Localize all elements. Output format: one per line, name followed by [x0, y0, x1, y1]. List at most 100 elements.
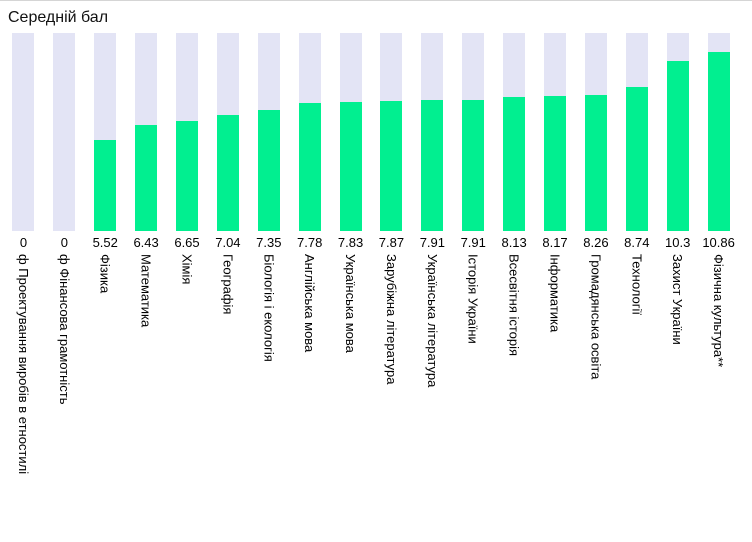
- category-label-text: Фізична культура**: [711, 254, 727, 368]
- category-label: Географія: [220, 254, 235, 542]
- bar-fill: [216, 114, 239, 231]
- bar-value-label: 7.35: [256, 235, 282, 250]
- bar-value-label: 0: [19, 235, 28, 250]
- category-label: Інформатика: [548, 254, 563, 542]
- category-label: Фізика: [98, 254, 113, 542]
- bar-fill: [666, 61, 689, 231]
- bar-value-label: 8.17: [542, 235, 568, 250]
- bar-value-label: 7.78: [297, 235, 323, 250]
- bar-track: [503, 33, 526, 231]
- bar-column: 8.26 Громадянська освіта: [575, 33, 616, 542]
- category-label: Фізична культура**: [711, 254, 726, 542]
- bar-track: [584, 33, 607, 231]
- bar-column: 7.83 Українська мова: [330, 33, 371, 542]
- bar-value-label: 7.83: [337, 235, 364, 250]
- bar-value-label: 6.43: [133, 235, 159, 250]
- category-label: Технології: [629, 254, 644, 542]
- bar-track: [12, 33, 35, 231]
- bar-column: 10.3 Захист України: [657, 33, 698, 542]
- bar-fill: [135, 124, 158, 231]
- category-label-text: Всесвітня історія: [506, 254, 522, 357]
- bar-value-label: 6.65: [174, 235, 200, 250]
- category-label: Математика: [139, 254, 154, 542]
- bar-value-label: 0: [60, 235, 68, 250]
- category-label: Українська мова: [343, 254, 358, 542]
- bar-track: [339, 33, 362, 231]
- bar-column: 7.04 Географія: [207, 33, 248, 542]
- category-label: Всесвітня історія: [507, 254, 522, 542]
- bar-value-label: 8.74: [624, 235, 650, 250]
- bar-track: [666, 33, 689, 231]
- bar-fill: [503, 96, 526, 231]
- category-label-text: Українська література: [424, 254, 440, 388]
- bar-fill: [339, 101, 362, 231]
- category-label-text: Українська мова: [343, 254, 359, 353]
- category-label-text: Географія: [220, 254, 236, 315]
- bar-fill: [584, 94, 607, 231]
- category-label: ф Проектування виробів в етностилі: [16, 254, 31, 542]
- bar-fill: [380, 101, 403, 231]
- bar-fill: [462, 100, 485, 231]
- category-label: Українська література: [425, 254, 440, 542]
- bar-column: 8.74 Технології: [616, 33, 657, 542]
- bar-fill: [257, 109, 280, 231]
- category-label-text: Англійська мова: [302, 254, 318, 353]
- bar-fill: [298, 102, 321, 231]
- category-label-text: Громадянська освіта: [588, 254, 604, 380]
- bar-track: [135, 33, 158, 231]
- category-label-text: Історія України: [465, 254, 481, 344]
- bar-value-label: 7.87: [378, 235, 405, 250]
- category-label-text: ф Проектування виробів в етностилі: [15, 254, 31, 475]
- bar-value-label: 7.91: [460, 235, 486, 250]
- bar-column: 7.91 Історія України: [453, 33, 494, 542]
- bar-track: [257, 33, 280, 231]
- bar-value-label: 8.13: [501, 235, 527, 250]
- category-label-text: Математика: [138, 254, 154, 328]
- bar-value-label: 7.91: [419, 235, 445, 250]
- bar-column: 8.13 Всесвітня історія: [494, 33, 535, 542]
- category-label-text: Фізика: [97, 254, 113, 294]
- bar-column: 0 ф Проектування виробів в етностилі: [3, 33, 44, 542]
- bar-track: [707, 33, 730, 231]
- bar-value-label: 5.52: [92, 235, 118, 250]
- bar-column: 7.78 Англійська мова: [289, 33, 330, 542]
- bar-column: 7.87 Зарубіжна література: [371, 33, 412, 542]
- bar-track: [421, 33, 444, 231]
- category-label-text: Захист України: [670, 254, 686, 345]
- bar-value-label: 10.3: [665, 235, 691, 250]
- category-label: Історія України: [466, 254, 481, 542]
- bar-fill: [94, 139, 117, 231]
- bar-column: 7.91 Українська література: [412, 33, 453, 542]
- category-label-text: Інформатика: [547, 254, 563, 333]
- bar-value-label: 8.26: [583, 235, 609, 250]
- bar-fill: [625, 86, 648, 231]
- bar-column: 5.52 Фізика: [85, 33, 126, 542]
- category-label-text: ф Фінансова грамотність: [56, 254, 72, 405]
- bar-track: [544, 33, 567, 231]
- bar-fill: [544, 96, 567, 231]
- bar-column: 8.17 Інформатика: [535, 33, 576, 542]
- category-label-text: Технології: [629, 254, 645, 315]
- bar-fill: [176, 121, 198, 231]
- bar-fill: [707, 51, 730, 231]
- bar-column: 7.35 Біологія і екологія: [248, 33, 289, 542]
- bar-track: [53, 33, 76, 231]
- bar-column: 10.86 Фізична культура**: [698, 33, 739, 542]
- bar-column: 6.43 Математика: [126, 33, 167, 542]
- category-label-text: Зарубіжна література: [383, 254, 399, 385]
- bar-value-label: 10.86: [702, 235, 735, 250]
- category-label: Громадянська освіта: [588, 254, 603, 542]
- bar-track: [298, 33, 321, 231]
- bar-fill: [421, 100, 444, 231]
- category-label: Біологія і екологія: [261, 254, 276, 542]
- bar-track: [462, 33, 485, 231]
- bar-track: [94, 33, 117, 231]
- category-label: Зарубіжна література: [384, 254, 399, 542]
- category-label: ф Фінансова грамотність: [57, 254, 72, 542]
- bar-track: [216, 33, 239, 231]
- bar-chart: 0 ф Проектування виробів в етностилі 0 ф Фі…: [3, 33, 739, 542]
- category-label: Англійська мова: [302, 254, 317, 542]
- category-label-text: Біологія і екологія: [261, 254, 277, 362]
- bar-track: [380, 33, 403, 231]
